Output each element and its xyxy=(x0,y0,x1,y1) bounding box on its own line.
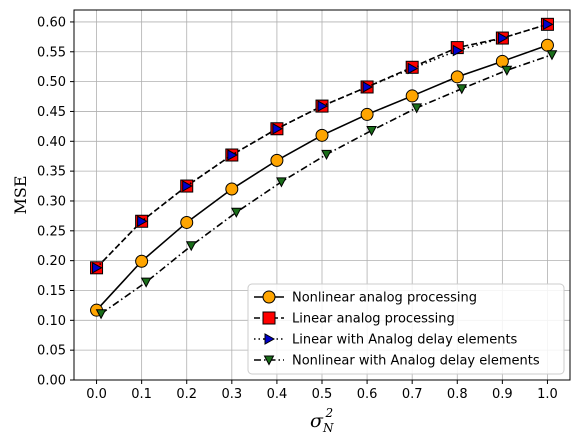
y-tick-label: 0.40 xyxy=(37,135,66,150)
y-tick-label: 0.25 xyxy=(37,224,66,239)
legend-label: Nonlinear with Analog delay elements xyxy=(292,354,540,369)
legend-box xyxy=(247,283,565,375)
data-point-circle xyxy=(315,128,329,142)
x-tick-label: 0.5 xyxy=(312,387,333,402)
data-point-circle xyxy=(135,254,149,268)
data-point-triangle-down xyxy=(411,103,423,114)
data-point-triangle-right xyxy=(182,180,193,192)
data-point-circle xyxy=(405,89,419,103)
data-point-circle xyxy=(270,153,284,167)
data-point-triangle-right xyxy=(264,333,276,345)
legend-label: Nonlinear analog processing xyxy=(292,291,477,306)
data-point-circle xyxy=(180,215,194,229)
legend-entry-4: Nonlinear with Analog delay elements xyxy=(254,354,540,369)
data-point-triangle-right xyxy=(452,44,464,57)
data-point-triangle-down xyxy=(501,65,513,76)
y-tick-label: 0.35 xyxy=(37,165,66,180)
x-tick-label: 0.8 xyxy=(447,387,468,402)
y-tick-label: 0.00 xyxy=(37,374,66,389)
y-tick-label: 0.55 xyxy=(37,45,66,60)
data-point-circle xyxy=(540,38,554,52)
series-4 xyxy=(95,50,558,320)
data-point-triangle-right xyxy=(272,122,283,135)
data-point-triangle-right xyxy=(362,81,374,93)
data-point-circle xyxy=(495,54,509,68)
legend-entry-3: Linear with Analog delay elements xyxy=(254,333,518,348)
legend: Nonlinear analog processing Linear analog… xyxy=(247,283,565,375)
x-tick-label: 0.1 xyxy=(131,387,152,402)
legend-label: Linear analog processing xyxy=(292,312,455,327)
y-tick-label: 0.05 xyxy=(37,344,66,359)
data-point-triangle-down xyxy=(263,355,275,366)
data-point-triangle-down xyxy=(95,309,107,320)
data-point-triangle-right xyxy=(497,32,509,44)
data-point-circle xyxy=(262,290,276,304)
x-tick-label: 1.0 xyxy=(537,387,558,402)
data-point-triangle-down xyxy=(185,241,197,252)
data-point-circle xyxy=(225,182,239,196)
legend-entry-1: Nonlinear analog processing xyxy=(254,290,477,306)
y-tick-label: 0.30 xyxy=(37,194,66,209)
x-tick-label: 0.0 xyxy=(86,387,107,402)
data-point-triangle-right xyxy=(92,261,103,274)
x-tick-label: 0.3 xyxy=(221,387,242,402)
x-axis-label-sub: N xyxy=(322,421,334,435)
y-axis-label: MSE xyxy=(11,175,30,214)
x-tick-label: 0.2 xyxy=(176,387,197,402)
data-point-triangle-down xyxy=(456,84,468,95)
data-point-circle xyxy=(360,107,374,121)
data-point-triangle-right xyxy=(317,100,329,112)
data-point-triangle-down xyxy=(276,177,287,188)
series-group xyxy=(90,17,558,320)
data-point-circle xyxy=(450,70,464,84)
data-point-triangle-right xyxy=(407,62,419,75)
y-tick-label: 0.50 xyxy=(37,75,66,90)
y-tick-label: 0.60 xyxy=(37,15,66,30)
y-tick-label: 0.15 xyxy=(37,284,66,299)
y-tick-label: 0.20 xyxy=(37,254,66,269)
x-tick-label: 0.6 xyxy=(357,387,378,402)
series-1 xyxy=(90,38,554,317)
x-axis-label: σN2 xyxy=(310,406,334,435)
data-point-triangle-right xyxy=(137,215,148,228)
data-point-triangle-down xyxy=(230,207,242,218)
legend-entry-2: Linear analog processing xyxy=(254,311,455,327)
data-point-triangle-right xyxy=(542,18,554,31)
series-line xyxy=(100,54,553,315)
ticks: 0.0 0.1 0.2 0.3 0.4 0.5 0.6 0.7 0.8 0.9 1.0 0.00 0.0… xyxy=(37,15,558,402)
data-point-square xyxy=(262,311,276,325)
x-tick-label: 0.7 xyxy=(402,387,423,402)
y-tick-label: 0.10 xyxy=(37,314,66,329)
series-3 xyxy=(92,18,554,274)
data-point-triangle-down xyxy=(546,50,558,61)
x-tick-label: 0.4 xyxy=(267,387,288,402)
x-axis-label-main: σ xyxy=(310,410,324,432)
data-point-triangle-right xyxy=(227,149,238,161)
y-tick-label: 0.45 xyxy=(37,105,66,120)
x-axis-label-sup: 2 xyxy=(324,406,333,420)
data-point-triangle-down xyxy=(321,149,332,160)
x-tick-label: 0.9 xyxy=(492,387,513,402)
legend-label: Linear with Analog delay elements xyxy=(292,333,518,348)
data-point-triangle-down xyxy=(140,277,152,288)
data-point-triangle-down xyxy=(366,126,377,137)
